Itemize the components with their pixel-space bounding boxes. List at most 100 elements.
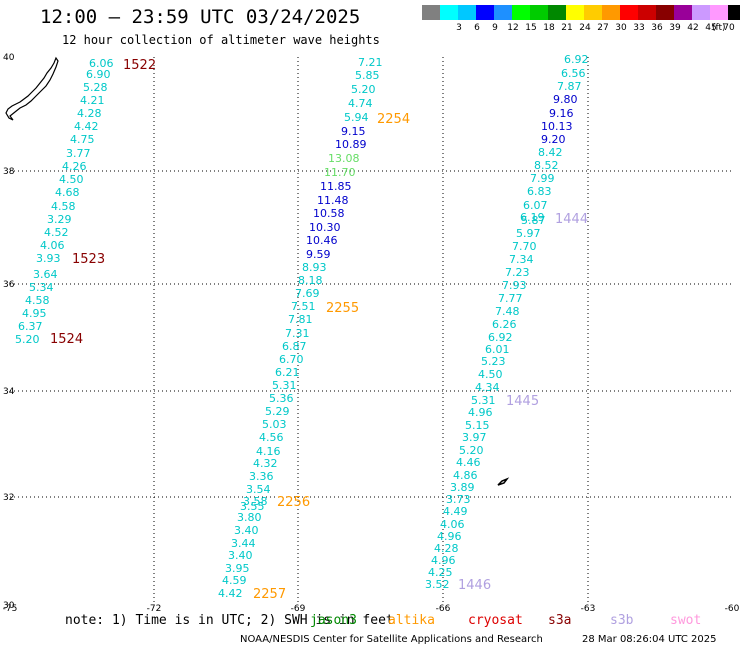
wave-height-value: 5.29 [265, 405, 290, 418]
wave-height-value: 9.20 [541, 133, 566, 146]
wave-height-value: 3.36 [249, 470, 274, 483]
wave-height-value: 6.92 [488, 331, 513, 344]
pass-time-label: 2256 [277, 495, 310, 510]
wave-height-value: 7.77 [498, 292, 523, 305]
wave-height-value: 8.18 [298, 274, 323, 287]
satellite-tracks: 6.066.905.284.214.284.424.753.774.264.50… [15, 53, 589, 602]
wave-height-value: 3.54 [246, 483, 271, 496]
wave-height-value: 5.20 [459, 444, 484, 457]
satellite-legend-item: jason3 [310, 613, 357, 628]
page-title: 12:00 – 23:59 UTC 03/24/2025 [40, 6, 361, 28]
scale-label: 27 [597, 23, 609, 33]
wave-height-value: 7.69 [295, 287, 320, 300]
scale-label: 3 [456, 23, 462, 33]
wave-height-value: 3.58 [243, 495, 268, 508]
axis-labels: -75 -72 -69 -66 -63 -60 40 38 36 34 32 30 [3, 53, 740, 614]
satellite-legend-item: swot [670, 613, 702, 628]
wave-height-value: 6.90 [86, 68, 111, 81]
wave-height-value: 3.89 [450, 481, 475, 494]
wave-height-value: 6.87 [282, 340, 307, 353]
pass-time-label: 2254 [377, 112, 410, 127]
wave-height-value: 6.21 [275, 366, 300, 379]
pass-time-label: 1523 [72, 252, 105, 267]
wave-height-value: 4.06 [40, 239, 65, 252]
lon-tick-label: -63 [581, 604, 596, 614]
scale-swatch [566, 5, 584, 20]
wave-height-value: 5.20 [351, 83, 376, 96]
scale-swatch [530, 5, 548, 20]
wave-height-value: 11.48 [317, 194, 349, 207]
wave-height-value: 4.49 [443, 505, 468, 518]
scale-swatch [710, 5, 728, 20]
wave-height-value: 6.92 [564, 53, 589, 66]
scale-swatch [674, 5, 692, 20]
pass-time-label: 1524 [50, 332, 83, 347]
footer-note: note: 1) Time is in UTC; 2) SWH is in fe… [65, 613, 394, 628]
wave-height-value: 7.93 [502, 279, 527, 292]
scale-label: 39 [669, 23, 681, 33]
scale-swatch [440, 5, 458, 20]
pass-time-label: 1445 [506, 394, 539, 409]
wave-height-value: 9.16 [549, 107, 574, 120]
scale-label: 21 [561, 23, 573, 33]
wave-height-value: 4.28 [434, 542, 459, 555]
wave-height-value: 4.16 [256, 445, 281, 458]
scale-swatch [476, 5, 494, 20]
lat-tick-label: 30 [3, 601, 15, 611]
wave-height-value: 3.52 [425, 578, 450, 591]
wave-height-value: 4.28 [77, 107, 102, 120]
scale-swatch [512, 5, 530, 20]
generation-timestamp: 28 Mar 08:26:04 UTC 2025 [582, 634, 717, 645]
wave-height-value: 4.32 [253, 457, 278, 470]
wave-height-value: 6.19 [520, 211, 545, 224]
coastline [5, 56, 59, 121]
wave-height-value: 3.93 [36, 252, 61, 265]
wave-height-value: 11.70 [324, 166, 356, 179]
wave-height-value: 4.59 [222, 574, 247, 587]
wave-height-value: 7.99 [530, 172, 555, 185]
scale-swatch [602, 5, 620, 20]
scale-swatch [692, 5, 710, 20]
wave-height-value: 4.21 [80, 94, 105, 107]
wave-height-value: 10.89 [335, 138, 367, 151]
wave-height-value: 7.81 [288, 313, 313, 326]
wave-height-value: 5.28 [83, 81, 108, 94]
lat-tick-label: 38 [3, 167, 15, 177]
wave-height-value: 7.70 [512, 240, 537, 253]
wave-height-value: 10.13 [541, 120, 573, 133]
pass-time-label: 1446 [458, 578, 491, 593]
scale-label: 45 [705, 23, 717, 33]
wave-height-value: 3.40 [234, 524, 259, 537]
lon-tick-label: -60 [725, 604, 740, 614]
wave-height-value: 5.97 [516, 227, 541, 240]
wave-height-value: 7.87 [557, 80, 582, 93]
scale-swatch [458, 5, 476, 20]
wave-height-value: 5.31 [272, 379, 297, 392]
scale-label: 12 [507, 23, 519, 33]
satellite-legend-item: s3b [610, 613, 634, 628]
wave-height-value: 6.07 [523, 199, 548, 212]
scale-swatch [494, 5, 512, 20]
wave-height-value: 4.46 [456, 456, 481, 469]
scale-label: 18 [543, 23, 555, 33]
wave-height-value: 3.77 [66, 147, 91, 160]
wave-height-value: 7.31 [285, 327, 310, 340]
pass-time-label: 2255 [326, 301, 359, 316]
wave-height-value: 5.85 [355, 69, 380, 82]
pass-time-label: 1444 [555, 212, 588, 227]
wave-height-value: 7.23 [505, 266, 530, 279]
lat-lon-grid [10, 57, 732, 605]
wave-height-value: 4.50 [478, 368, 503, 381]
lat-tick-label: 40 [3, 53, 15, 63]
scale-label: 9 [492, 23, 498, 33]
wave-height-value: 4.96 [437, 530, 462, 543]
wave-height-value: 4.34 [475, 381, 500, 394]
wave-height-value: 4.86 [453, 469, 478, 482]
scale-swatch [548, 5, 566, 20]
wave-height-value: 8.52 [534, 159, 559, 172]
scale-label: 36 [651, 23, 663, 33]
color-scale-unit: (ft) [712, 23, 726, 33]
scale-label: 42 [687, 23, 699, 33]
